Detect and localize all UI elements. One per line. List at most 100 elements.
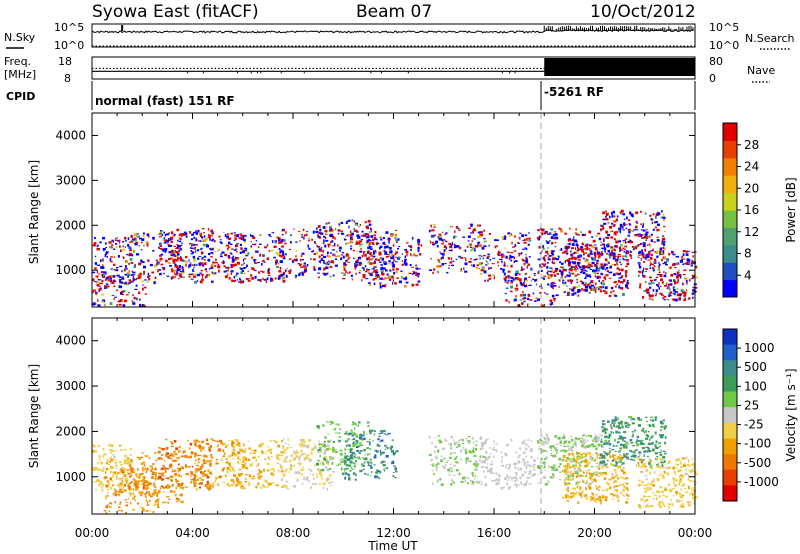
data-cell — [383, 470, 386, 472]
data-cell — [284, 442, 287, 444]
data-cell — [255, 459, 257, 462]
data-cell — [236, 279, 239, 281]
data-cell — [227, 266, 230, 269]
data-cell — [120, 290, 124, 293]
data-cell — [494, 479, 497, 482]
data-cell — [368, 245, 372, 249]
data-cell — [280, 255, 283, 258]
data-cell — [368, 256, 370, 260]
data-cell — [371, 268, 373, 270]
data-cell — [581, 444, 584, 448]
data-cell — [527, 446, 530, 448]
data-cell — [140, 456, 144, 458]
data-cell — [347, 473, 350, 475]
data-cell — [650, 279, 654, 282]
data-cell — [570, 453, 574, 455]
data-cell — [370, 229, 373, 232]
data-cell — [218, 448, 221, 451]
data-cell — [371, 246, 373, 249]
data-cell — [560, 271, 563, 275]
data-cell — [328, 222, 330, 224]
data-cell — [383, 243, 387, 245]
data-cell — [606, 253, 609, 255]
data-cell — [214, 480, 217, 482]
data-cell — [580, 271, 582, 273]
data-cell — [350, 433, 352, 435]
data-cell — [132, 497, 136, 500]
data-cell — [373, 270, 377, 273]
data-cell — [435, 240, 439, 244]
data-cell — [178, 278, 180, 280]
data-cell — [144, 279, 147, 281]
data-cell — [451, 260, 455, 262]
data-cell — [515, 272, 519, 274]
data-cell — [372, 270, 375, 273]
data-cell — [359, 450, 363, 452]
data-cell — [269, 440, 273, 442]
data-cell — [314, 464, 316, 467]
data-cell — [202, 455, 206, 458]
data-cell — [105, 246, 107, 249]
data-cell — [119, 486, 123, 488]
data-cell — [563, 442, 566, 445]
data-cell — [530, 440, 533, 442]
data-cell — [527, 439, 529, 441]
data-cell — [525, 279, 529, 282]
data-cell — [179, 276, 183, 278]
data-cell — [671, 250, 673, 254]
data-cell — [282, 447, 284, 450]
data-cell — [453, 458, 457, 460]
data-cell — [577, 255, 581, 257]
data-cell — [225, 244, 229, 247]
data-cell — [239, 267, 242, 269]
data-cell — [157, 490, 161, 493]
data-cell — [508, 476, 511, 479]
data-cell — [123, 459, 127, 462]
data-cell — [479, 456, 482, 458]
data-cell — [138, 473, 142, 476]
data-cell — [210, 256, 213, 258]
data-cell — [519, 477, 522, 480]
data-cell — [377, 470, 380, 473]
data-cell — [442, 241, 445, 244]
data-cell — [493, 449, 497, 451]
data-cell — [229, 243, 233, 246]
data-cell — [510, 256, 514, 259]
data-cell — [205, 456, 209, 458]
data-cell — [192, 269, 194, 272]
data-cell — [477, 244, 479, 247]
data-cell — [190, 253, 194, 255]
data-cell — [394, 270, 398, 274]
data-cell — [386, 466, 388, 469]
data-cell — [149, 263, 153, 267]
data-cell — [358, 263, 362, 266]
data-cell — [610, 287, 614, 290]
data-cell — [539, 263, 542, 267]
data-cell — [547, 262, 549, 264]
data-cell — [101, 485, 103, 489]
data-cell — [227, 233, 229, 235]
data-cell — [576, 474, 580, 478]
data-cell — [564, 449, 567, 453]
data-cell — [268, 234, 271, 236]
data-cell — [439, 478, 442, 481]
data-cell — [367, 233, 369, 237]
data-cell — [650, 258, 653, 260]
data-cell — [522, 259, 526, 262]
data-cell — [682, 263, 685, 266]
data-cell — [110, 502, 113, 505]
data-cell — [135, 284, 138, 287]
data-cell — [400, 275, 404, 277]
data-cell — [568, 227, 571, 230]
data-cell — [404, 279, 407, 281]
data-cell — [327, 251, 329, 254]
data-cell — [601, 252, 604, 256]
data-cell — [142, 477, 145, 479]
data-cell — [195, 475, 198, 477]
data-cell — [332, 274, 335, 277]
data-cell — [195, 459, 197, 462]
data-cell — [373, 277, 377, 280]
data-cell — [381, 430, 384, 432]
data-cell — [111, 239, 114, 242]
data-cell — [177, 457, 180, 460]
